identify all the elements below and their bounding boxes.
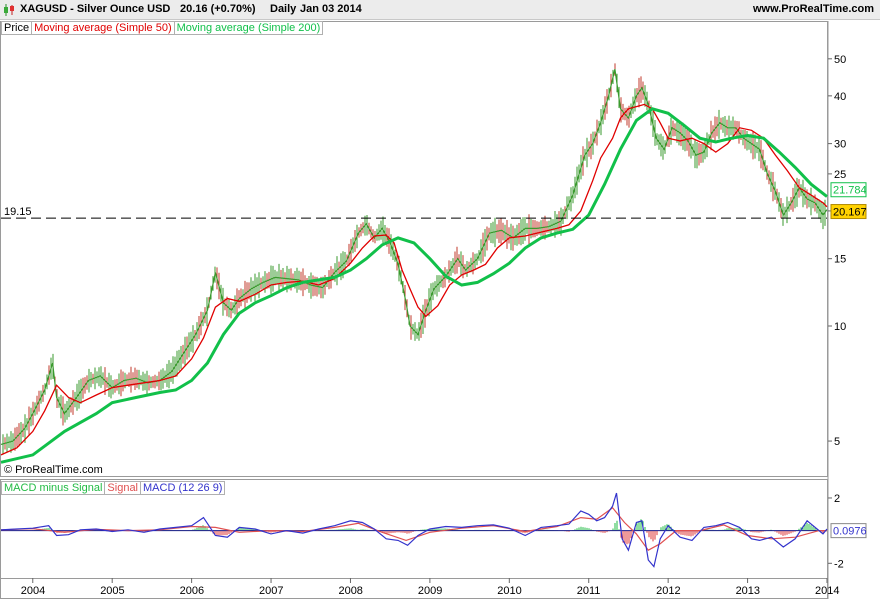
y-tick-label: 30 — [834, 139, 846, 151]
legend-price[interactable]: Price — [1, 21, 33, 35]
y-tick-label: 25 — [834, 169, 846, 181]
x-tick-label: 2010 — [497, 585, 521, 597]
legend-ma200[interactable]: Moving average (Simple 200) — [173, 21, 324, 35]
price-bars — [2, 63, 826, 454]
brand-url[interactable]: www.ProRealTime.com — [752, 3, 874, 15]
x-tick-label: 2005 — [100, 585, 124, 597]
ma200-value-badge: 21.784 — [830, 182, 867, 198]
y-tick-label: 10 — [834, 321, 846, 333]
svg-text:21.784: 21.784 — [833, 185, 867, 197]
support-label: 19.15 — [4, 206, 32, 218]
x-tick-label: 2013 — [736, 585, 760, 597]
legend-ma50[interactable]: Moving average (Simple 50) — [31, 21, 175, 35]
x-tick-label: 2011 — [577, 585, 601, 597]
y-tick-label: 40 — [834, 91, 846, 103]
legend-macd-hist[interactable]: MACD minus Signal — [1, 481, 106, 495]
instrument-title: XAGUSD - Silver Ounce USD — [20, 3, 171, 15]
last-price-badge: 20.167 — [830, 204, 867, 220]
legend-macd[interactable]: MACD (12 26 9) — [140, 481, 226, 495]
timeframe-label: Daily — [270, 3, 297, 15]
y-tick-label: 5 — [834, 436, 840, 448]
candlestick-icon — [4, 4, 14, 16]
price-legend: Price Moving average (Simple 50) Moving av… — [1, 21, 324, 35]
macd-line — [0, 492, 828, 568]
ma200-line — [0, 107, 828, 464]
svg-text:20.167: 20.167 — [833, 207, 867, 219]
svg-text:0.0976: 0.0976 — [833, 526, 867, 538]
macd-y-tick-label: 2 — [834, 493, 840, 505]
x-tick-label: 2004 — [21, 585, 45, 597]
y-tick-label: 15 — [834, 254, 846, 266]
chart-header: XAGUSD - Silver Ounce USD 20.16 (+0.70%)… — [0, 0, 880, 20]
x-tick-label: 2012 — [656, 585, 680, 597]
y-tick-label: 50 — [834, 54, 846, 66]
price-panel[interactable] — [0, 21, 828, 477]
ma50-line — [0, 103, 828, 456]
last-price-change: 20.16 (+0.70%) — [180, 3, 256, 15]
x-tick-label: 2009 — [418, 585, 442, 597]
x-tick-label: 2014 — [815, 585, 839, 597]
x-tick-label: 2007 — [259, 585, 283, 597]
macd-value-badge: 0.0976 — [830, 523, 867, 539]
watermark: © ProRealTime.com — [4, 464, 103, 476]
macd-y-tick-label: -2 — [834, 558, 844, 570]
legend-signal[interactable]: Signal — [104, 481, 141, 495]
macd-histogram — [2, 519, 826, 545]
x-tick-label: 2008 — [338, 585, 362, 597]
date-label: Jan 03 2014 — [300, 3, 362, 15]
x-tick-label: 2006 — [180, 585, 204, 597]
signal-line — [0, 506, 827, 551]
macd-legend: MACD minus Signal Signal MACD (12 26 9) — [1, 481, 226, 495]
